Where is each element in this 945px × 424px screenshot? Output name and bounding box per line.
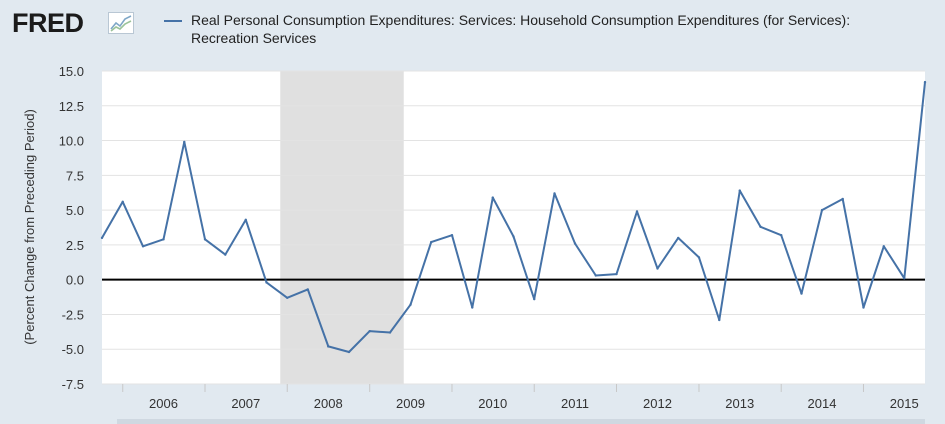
navigator-bar[interactable] — [117, 419, 925, 424]
data-point — [738, 189, 741, 192]
data-point — [697, 256, 701, 259]
y-tick-label: 0.0 — [66, 273, 84, 288]
data-point — [347, 350, 351, 354]
data-point — [388, 331, 392, 334]
y-tick-label: -5.0 — [62, 342, 84, 357]
data-point — [615, 272, 618, 276]
x-tick-label: 2010 — [478, 396, 507, 411]
y-tick-label: 2.5 — [66, 238, 84, 253]
data-point — [512, 235, 515, 238]
legend-swatch — [164, 20, 182, 22]
data-point — [306, 288, 309, 291]
data-point — [718, 318, 721, 322]
data-point — [780, 233, 783, 237]
y-tick-label: -7.5 — [62, 377, 84, 392]
x-tick-label: 2014 — [808, 396, 837, 411]
y-tick-label: 15.0 — [59, 64, 84, 79]
x-tick-label: 2006 — [149, 396, 178, 411]
data-point — [286, 296, 289, 299]
x-axis: 2006 2007 2008 2009 2010 2011 2012 2013 2014 2015 — [122, 384, 919, 411]
chart-header: FRED Real Personal Consumption Expenditu… — [0, 0, 945, 60]
x-tick-label: 2012 — [643, 396, 672, 411]
y-axis: 15.0 12.5 10.0 7.5 5.0 2.5 0.0 -2.5 -5.0 -7.5 — [59, 64, 84, 392]
line-chart-icon — [108, 12, 134, 34]
data-point — [573, 242, 577, 245]
x-tick-label: 2013 — [725, 396, 754, 411]
x-tick-label: 2007 — [231, 396, 260, 411]
legend-label[interactable]: Real Personal Consumption Expenditures: … — [191, 12, 851, 46]
data-point — [409, 303, 412, 306]
data-point — [203, 238, 207, 241]
data-point — [121, 200, 124, 203]
y-tick-label: 7.5 — [66, 168, 84, 183]
y-tick-label: -2.5 — [62, 307, 84, 322]
x-tick-label: 2015 — [890, 396, 919, 411]
data-point — [820, 208, 824, 212]
data-point — [656, 267, 659, 270]
data-point — [800, 292, 803, 295]
data-point — [100, 236, 104, 240]
data-point — [677, 236, 680, 240]
x-tick-label: 2011 — [561, 396, 589, 411]
data-point — [533, 297, 536, 301]
data-point — [224, 253, 227, 256]
data-point — [430, 240, 433, 244]
x-tick-label: 2009 — [396, 396, 425, 411]
data-point — [903, 277, 906, 280]
fred-logo[interactable]: FRED — [12, 8, 84, 38]
recession-shading — [280, 71, 404, 384]
data-point — [141, 245, 145, 248]
x-tick-label: 2008 — [314, 396, 343, 411]
recession-band — [280, 71, 404, 384]
y-tick-label: 10.0 — [59, 134, 84, 149]
y-axis-label: (Percent Change from Preceding Period) — [22, 109, 37, 345]
data-point — [183, 140, 186, 144]
data-point — [553, 192, 556, 195]
data-point — [841, 197, 844, 201]
data-point — [162, 238, 165, 241]
data-point — [923, 80, 927, 84]
data-point — [759, 225, 762, 229]
data-point — [491, 196, 494, 199]
plot-area — [102, 71, 925, 384]
data-point — [635, 210, 639, 213]
y-tick-label: 5.0 — [66, 203, 84, 218]
data-point — [450, 233, 454, 237]
data-point — [327, 345, 330, 348]
data-point — [882, 245, 885, 248]
data-points — [100, 80, 927, 354]
data-point — [594, 274, 597, 277]
data-point — [244, 218, 247, 222]
data-point — [471, 306, 474, 309]
y-tick-label: 12.5 — [59, 99, 84, 114]
data-point — [265, 281, 268, 284]
data-point — [368, 329, 371, 333]
data-point — [862, 306, 865, 309]
